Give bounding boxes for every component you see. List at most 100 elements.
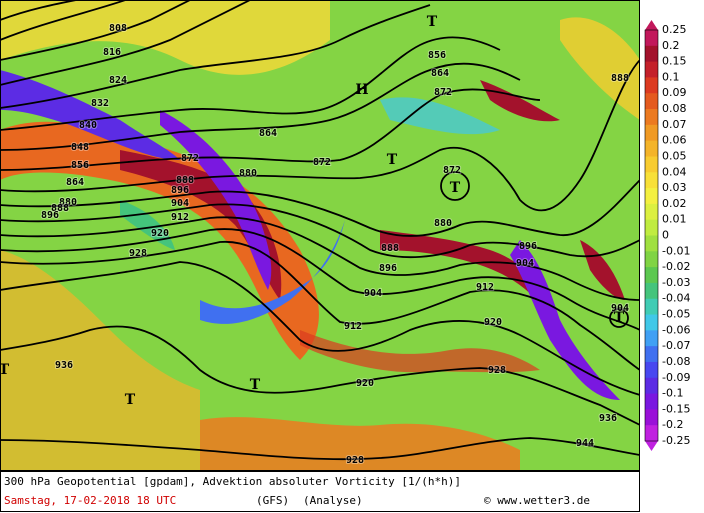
contour-label: 912 — [171, 212, 189, 223]
legend-swatch — [645, 425, 658, 442]
pressure-center: T — [387, 152, 398, 168]
footer-model: (GFS) — [256, 494, 289, 507]
legend-swatch — [645, 172, 658, 189]
legend-swatch — [645, 282, 658, 300]
legend-swatch — [645, 361, 658, 379]
legend-swatch — [645, 330, 658, 347]
legend-swatch — [645, 219, 658, 236]
legend-arrow-bottom — [645, 441, 658, 451]
legend-swatch — [645, 346, 658, 363]
contour-label: 936 — [599, 413, 617, 424]
legend-arrow-top — [645, 20, 658, 30]
legend-swatch — [645, 61, 658, 78]
contour-label: 832 — [91, 98, 109, 109]
pressure-center: H — [355, 82, 368, 98]
contour-label: 864 — [431, 68, 449, 79]
contour-label: 904 — [171, 198, 189, 209]
footer-source: © www.wetter3.de — [484, 494, 590, 507]
legend-label: -0.15 — [662, 402, 690, 415]
pressure-center: T — [450, 180, 461, 196]
legend-label: -0.04 — [662, 292, 690, 305]
legend-label: 0.06 — [662, 134, 687, 147]
contour-label: 848 — [71, 142, 89, 153]
legend-label: 0.07 — [662, 118, 687, 131]
legend-label: 0.05 — [662, 149, 687, 162]
contour-label: 888 — [51, 203, 69, 214]
contour-label: 880 — [239, 168, 257, 179]
legend-frame — [644, 29, 659, 442]
legend-label: 0.09 — [662, 86, 687, 99]
legend-label: 0 — [662, 229, 669, 242]
contour-label: 904 — [516, 258, 534, 269]
contour-label: 920 — [151, 228, 169, 239]
pressure-center: T — [0, 362, 10, 378]
legend-label: -0.08 — [662, 355, 690, 368]
legend-label: 0.04 — [662, 165, 687, 178]
geopotential-contours — [0, 0, 640, 461]
contour-label: 840 — [79, 120, 97, 131]
legend-swatch — [645, 45, 658, 63]
legend-swatch — [645, 77, 658, 94]
contour-label: 864 — [259, 128, 277, 139]
contour-label: 872 — [313, 157, 331, 168]
contour-label: 904 — [611, 303, 629, 314]
footer-title: 300 hPa Geopotential [gpdam], Advektion … — [4, 475, 461, 488]
contour-label: 888 — [381, 243, 399, 254]
legend-label: -0.1 — [662, 387, 683, 400]
contour-label: 888 — [611, 73, 629, 84]
pressure-center: T — [427, 14, 438, 30]
contour-label: 856 — [71, 160, 89, 171]
legend-swatch — [645, 409, 658, 426]
legend-swatch — [645, 30, 658, 47]
footer-run: (Analyse) — [303, 494, 363, 507]
contour-label: 808 — [109, 23, 127, 34]
contour-label: 912 — [476, 282, 494, 293]
legend-label: 0.02 — [662, 197, 687, 210]
contour-label: 896 — [379, 263, 397, 274]
legend-label: -0.2 — [662, 418, 683, 431]
contour-label: 824 — [109, 75, 127, 86]
legend-label: -0.25 — [662, 434, 690, 447]
legend-label: 0.1 — [662, 70, 680, 83]
contour-label: 856 — [428, 50, 446, 61]
legend-label: -0.03 — [662, 276, 690, 289]
legend-label: -0.02 — [662, 260, 690, 273]
contour-label: 864 — [66, 177, 84, 188]
legend-swatch — [645, 251, 658, 268]
pressure-center: T — [614, 310, 625, 326]
footer: 300 hPa Geopotential [gpdam], Advektion … — [0, 471, 640, 512]
contour-label: 912 — [344, 321, 362, 332]
legend-swatch — [645, 124, 658, 142]
contour-label: 872 — [181, 153, 199, 164]
legend-swatch — [645, 235, 658, 252]
contour-label: 872 — [434, 87, 452, 98]
legend-swatch — [645, 298, 658, 316]
legend-label: 0.15 — [662, 55, 687, 68]
contour-label: 920 — [484, 317, 502, 328]
map-frame — [0, 0, 640, 471]
contour-label: 872 — [443, 165, 461, 176]
legend-label: -0.07 — [662, 339, 690, 352]
contour-label: 888 — [176, 175, 194, 186]
contour-label: 816 — [103, 47, 121, 58]
color-legend: 0.25 0.2 0.15 0.1 0.09 0.08 0.07 0.06 0.05 0.04 0.… — [644, 20, 690, 451]
contour-label: 904 — [364, 288, 382, 299]
footer-date: Samstag, 17-02-2018 18 UTC — [4, 494, 176, 507]
footer-frame — [0, 471, 640, 512]
contour-label: 920 — [356, 378, 374, 389]
legend-swatch — [645, 267, 658, 284]
legend-swatch — [645, 314, 658, 331]
legend-label: 0.25 — [662, 23, 687, 36]
legend-label: 0.01 — [662, 213, 687, 226]
legend-swatch — [645, 109, 658, 126]
legend-swatch — [645, 188, 658, 205]
legend-label: -0.06 — [662, 323, 690, 336]
legend-swatch — [645, 93, 658, 110]
legend-swatch — [645, 203, 658, 221]
contour-label: 928 — [488, 365, 506, 376]
pressure-center: T — [250, 377, 261, 393]
contour-label: 896 — [171, 185, 189, 196]
